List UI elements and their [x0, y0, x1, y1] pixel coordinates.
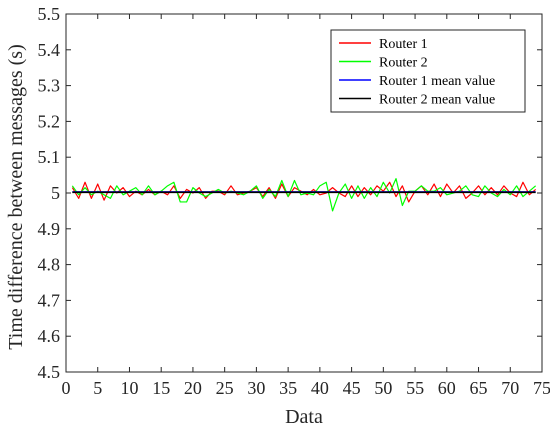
- x-tick-label: 50: [374, 378, 392, 398]
- x-tick-label: 65: [470, 378, 488, 398]
- x-tick-label: 70: [501, 378, 519, 398]
- x-tick-label: 75: [533, 378, 550, 398]
- y-tick-label: 5.4: [38, 40, 61, 60]
- y-tick-label: 4.8: [38, 255, 61, 275]
- y-tick-label: 5.1: [38, 147, 61, 167]
- y-tick-label: 4.6: [38, 326, 61, 346]
- legend[interactable]: Router 1 Router 2 Router 1 mean value Route…: [331, 30, 525, 112]
- x-tick-label: 30: [247, 378, 265, 398]
- legend-entry-label: Router 2 mean value: [379, 93, 495, 108]
- x-tick-label: 60: [438, 378, 456, 398]
- legend-entry-label: Router 2: [379, 56, 428, 71]
- y-tick-label: 5.2: [38, 111, 61, 131]
- y-tick-label: 4.7: [38, 290, 61, 310]
- x-tick-label: 20: [184, 378, 202, 398]
- x-tick-label: 0: [62, 378, 71, 398]
- y-tick-label: 5.3: [38, 76, 61, 96]
- legend-entry-label: Router 1 mean value: [379, 74, 495, 89]
- x-tick-label: 15: [152, 378, 170, 398]
- x-tick-label: 10: [120, 378, 138, 398]
- x-tick-label: 35: [279, 378, 297, 398]
- x-tick-label: 45: [343, 378, 361, 398]
- x-axis-label: Data: [285, 406, 323, 428]
- y-tick-label: 5.5: [38, 4, 61, 24]
- x-tick-label: 40: [311, 378, 329, 398]
- x-tick-label: 55: [406, 378, 424, 398]
- y-tick-label: 5: [51, 183, 60, 203]
- x-tick-label: 5: [93, 378, 102, 398]
- y-tick-label: 4.5: [38, 362, 61, 382]
- y-axis-label: Time difference between messages (s): [5, 44, 27, 349]
- legend-entry-label: Router 1: [379, 37, 428, 52]
- y-tick-label: 4.9: [38, 219, 61, 239]
- x-tick-label: 25: [216, 378, 234, 398]
